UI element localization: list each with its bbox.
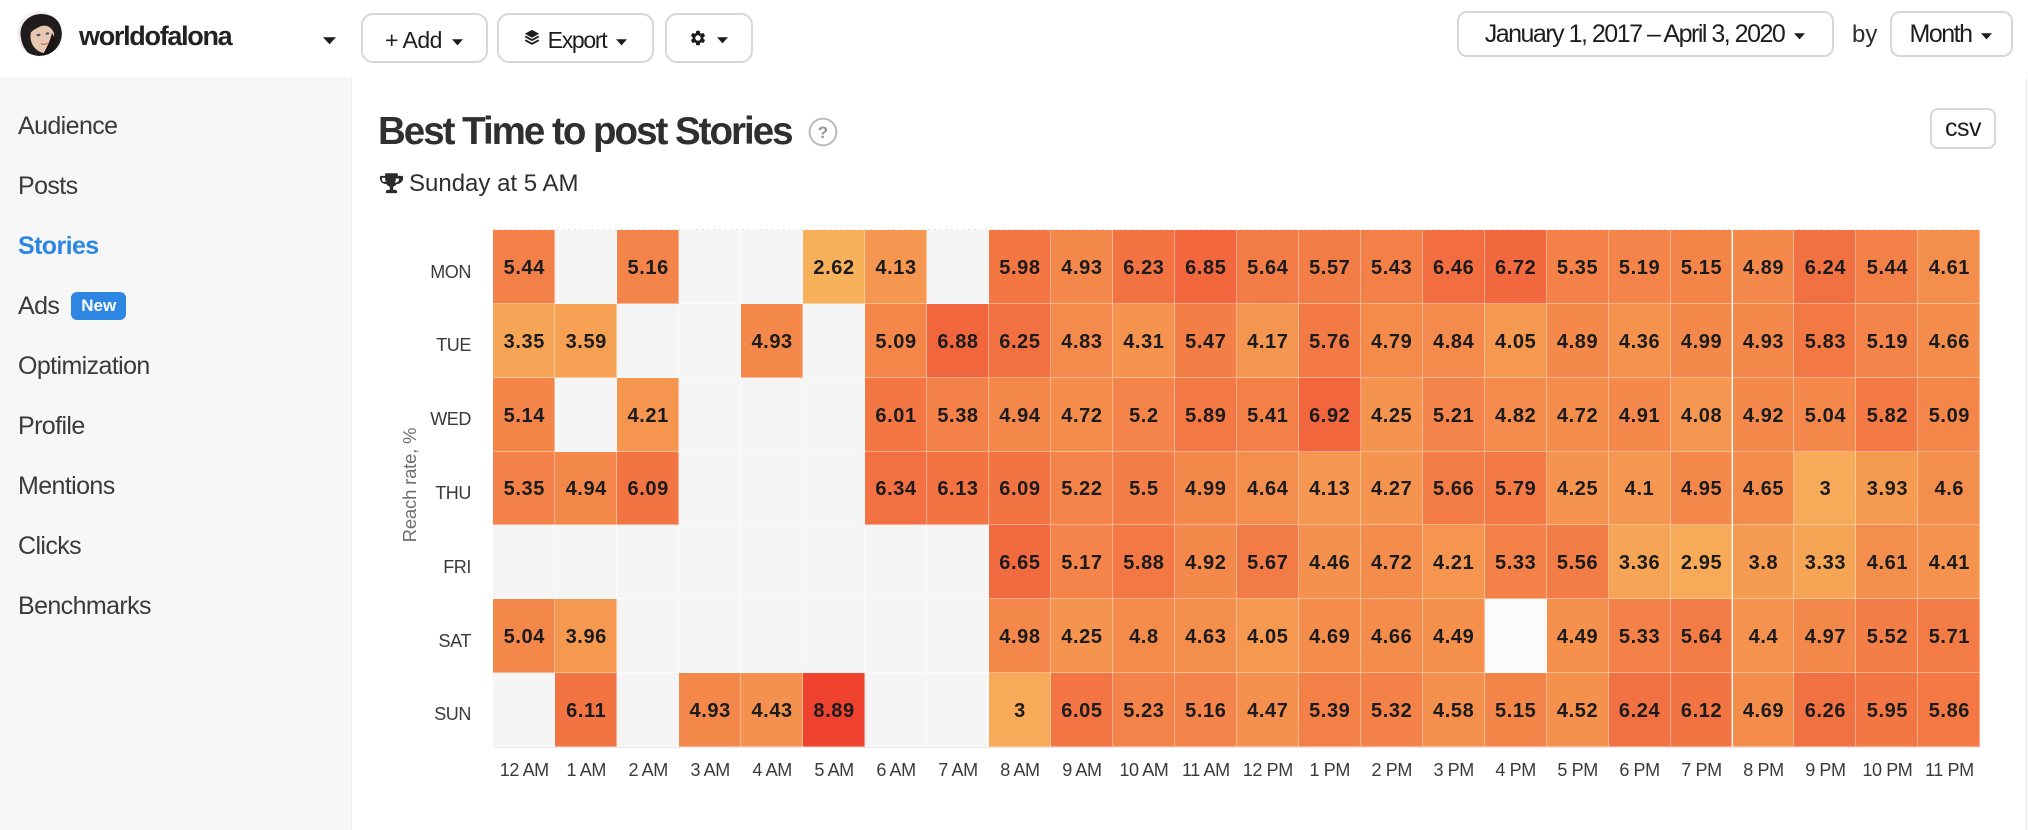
svg-text:?: ? — [818, 123, 828, 142]
